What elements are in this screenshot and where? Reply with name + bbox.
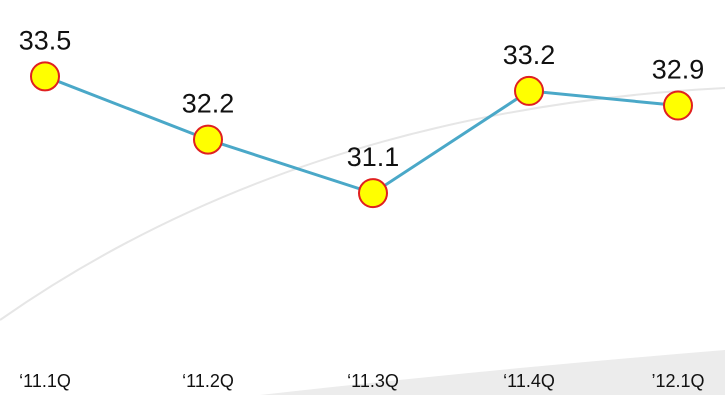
data-point-marker [514,75,544,106]
background-decoration [0,87,725,395]
data-point-marker [663,90,693,121]
x-tick-label: ‘11.3Q [347,371,399,391]
data-point-marker [193,124,223,155]
data-point-marker [30,61,60,92]
decorative-swoosh [260,350,725,395]
series-line [44,74,679,195]
x-axis: ‘11.1Q ‘11.2Q ‘11.3Q ‘11.4Q ’12.1Q [19,371,704,391]
x-tick-label: ‘11.4Q [503,371,555,391]
data-label: 31.1 [347,142,400,172]
x-tick-label: ‘11.1Q [19,371,71,391]
data-label: 32.2 [182,89,235,119]
decorative-curve [0,87,725,321]
x-tick-label: ’12.1Q [651,371,704,391]
data-label: 33.5 [19,25,72,55]
data-label: 33.2 [503,40,556,70]
data-label: 32.9 [652,55,705,85]
x-tick-label: ‘11.2Q [182,371,234,391]
data-point-marker [358,178,388,209]
series-layer: 33.5 32.2 31.1 33.2 32.9 [19,25,705,209]
